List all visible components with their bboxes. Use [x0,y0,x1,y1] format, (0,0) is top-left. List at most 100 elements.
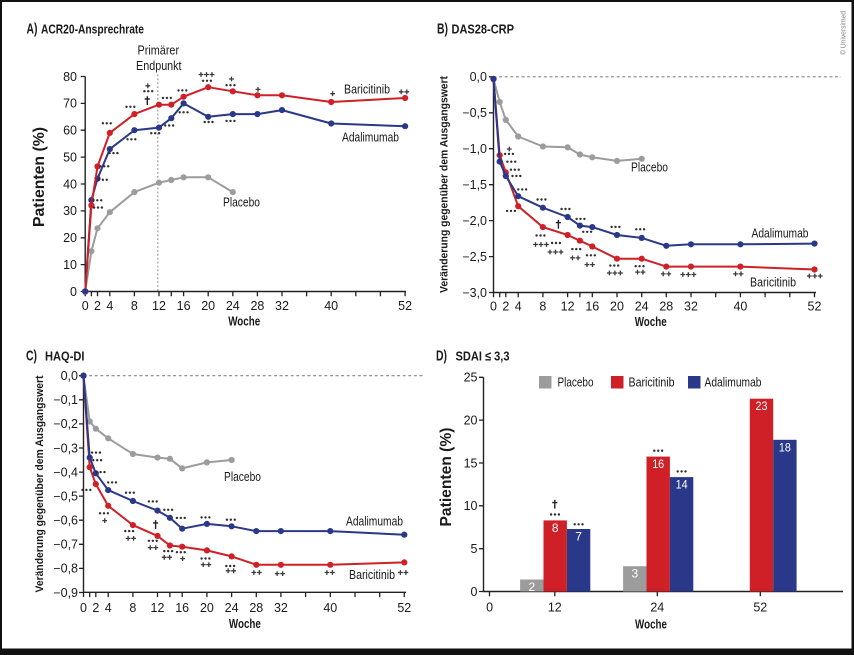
svg-text:−0,5: −0,5 [53,489,78,503]
svg-text:−1,0: −1,0 [462,142,487,156]
svg-text:28: 28 [659,300,673,314]
svg-text:2: 2 [92,601,99,615]
svg-text:40: 40 [324,299,338,313]
svg-text:−0,3: −0,3 [53,441,78,455]
svg-text:−0,1: −0,1 [53,393,78,407]
svg-text:60: 60 [63,124,77,138]
svg-text:© Universimed: © Universimed [839,11,848,55]
svg-text:−0,8: −0,8 [53,562,78,576]
svg-text:16: 16 [652,457,664,471]
svg-text:2: 2 [94,299,101,313]
svg-text:SDAI ≤ 3,3: SDAI ≤ 3,3 [456,349,510,364]
svg-text:28: 28 [249,601,263,615]
svg-text:30: 30 [63,204,77,218]
svg-text:20: 20 [63,231,77,245]
svg-text:25: 25 [464,371,478,385]
svg-text:−3,0: −3,0 [462,286,487,300]
svg-text:20: 20 [200,601,214,615]
svg-text:Adalimumab: Adalimumab [705,375,762,390]
svg-text:0: 0 [82,299,89,313]
svg-text:2: 2 [502,300,509,314]
svg-text:32: 32 [275,299,289,313]
svg-text:Baricitinib: Baricitinib [750,275,796,290]
svg-text:0: 0 [80,601,87,615]
svg-text:24: 24 [225,601,239,615]
svg-text:8: 8 [129,601,136,615]
svg-text:−0,5: −0,5 [462,106,487,120]
svg-text:−0,9: −0,9 [53,586,78,600]
svg-text:Patienten (%): Patienten (%) [31,127,48,227]
svg-text:0,0: 0,0 [470,70,487,84]
svg-text:20: 20 [201,299,215,313]
svg-text:A): A) [27,21,38,38]
svg-text:32: 32 [684,300,698,314]
svg-text:12: 12 [152,299,166,313]
svg-text:70: 70 [63,97,77,111]
svg-text:12: 12 [561,300,575,314]
svg-text:40: 40 [323,601,337,615]
svg-text:C): C) [26,348,37,365]
svg-text:−2,5: −2,5 [462,250,487,264]
svg-text:Woche: Woche [635,315,667,329]
svg-text:8: 8 [131,299,138,313]
svg-text:8: 8 [552,521,559,535]
svg-text:Placebo: Placebo [558,375,594,390]
svg-text:15: 15 [464,456,478,470]
svg-text:Primärer: Primärer [138,44,180,58]
svg-text:0,0: 0,0 [61,369,78,383]
svg-text:Placebo: Placebo [223,195,260,210]
svg-text:40: 40 [63,177,77,191]
svg-text:52: 52 [397,601,411,615]
svg-text:8: 8 [539,300,546,314]
svg-text:0: 0 [471,585,478,599]
svg-text:Veränderung gegenüber dem Ausg: Veränderung gegenüber dem Ausgangswert [439,76,451,293]
svg-text:−2,0: −2,0 [462,214,487,228]
svg-text:B): B) [437,21,448,38]
svg-text:16: 16 [175,601,189,615]
svg-text:2: 2 [528,580,535,594]
svg-text:−0,4: −0,4 [53,465,78,479]
svg-text:ACR20-Ansprechrate: ACR20-Ansprechrate [41,22,144,37]
svg-text:24: 24 [635,300,649,314]
svg-text:4: 4 [515,300,522,314]
svg-text:52: 52 [398,299,412,313]
svg-text:Baricitinib: Baricitinib [349,567,395,582]
svg-text:80: 80 [63,70,77,84]
svg-text:Placebo: Placebo [631,160,668,175]
svg-text:14: 14 [676,478,688,492]
svg-text:Placebo: Placebo [224,469,261,484]
svg-text:16: 16 [585,300,599,314]
svg-text:0: 0 [70,285,77,299]
svg-text:3: 3 [631,567,638,581]
svg-text:20: 20 [464,413,478,427]
svg-text:23: 23 [756,399,768,413]
svg-text:Woche: Woche [228,315,260,329]
svg-text:16: 16 [177,299,191,313]
svg-text:10: 10 [464,499,478,513]
svg-text:Adalimumab: Adalimumab [342,130,399,145]
svg-text:52: 52 [753,601,767,615]
svg-text:20: 20 [610,300,624,314]
svg-text:D): D) [436,348,447,365]
svg-text:24: 24 [226,299,240,313]
svg-text:52: 52 [808,300,822,314]
svg-text:12: 12 [548,601,562,615]
svg-text:−1,5: −1,5 [462,178,487,192]
svg-text:12: 12 [151,601,165,615]
svg-text:0: 0 [490,300,497,314]
svg-text:DAS28-CRP: DAS28-CRP [452,22,515,37]
svg-text:32: 32 [274,601,288,615]
svg-text:Woche: Woche [229,617,261,631]
svg-text:4: 4 [106,299,113,313]
svg-text:Patienten (%): Patienten (%) [438,428,455,527]
svg-text:10: 10 [63,258,77,272]
svg-text:24: 24 [650,601,664,615]
svg-text:−0,2: −0,2 [53,417,78,431]
svg-text:0: 0 [486,601,493,615]
svg-text:Baricitinib: Baricitinib [344,82,390,97]
svg-text:28: 28 [250,299,264,313]
svg-text:4: 4 [105,601,112,615]
svg-text:5: 5 [471,542,478,556]
svg-text:HAQ-DI: HAQ-DI [45,349,85,364]
svg-text:Baricitinib: Baricitinib [629,375,675,390]
